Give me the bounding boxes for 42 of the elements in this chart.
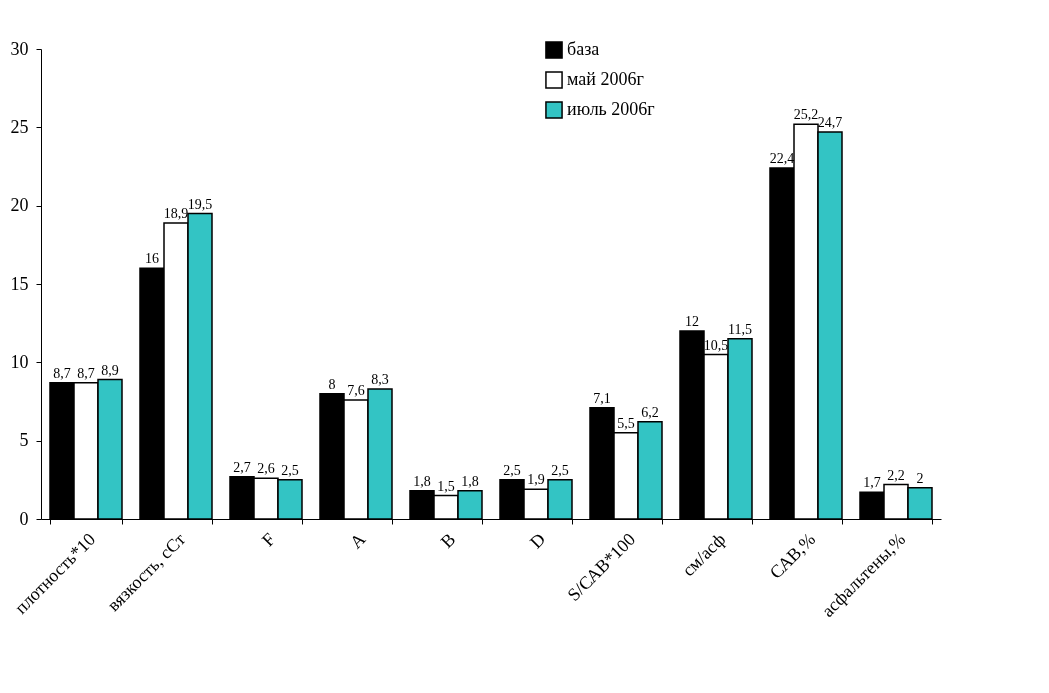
data-label: 8,3 xyxy=(371,371,389,387)
y-tick-label: 5 xyxy=(19,430,29,451)
data-label: 2,6 xyxy=(257,461,275,477)
data-label: 11,5 xyxy=(728,321,752,337)
data-label: 7,1 xyxy=(593,390,611,406)
legend-label: база xyxy=(567,39,600,59)
data-label: 8 xyxy=(328,376,336,392)
data-label: 2,5 xyxy=(503,462,521,478)
data-label: 1,5 xyxy=(437,478,455,494)
data-label: 2 xyxy=(916,470,924,486)
y-tick-label: 10 xyxy=(10,351,29,372)
y-tick-label: 25 xyxy=(10,116,29,137)
data-label: 1,9 xyxy=(527,472,545,488)
data-label: 24,7 xyxy=(817,115,843,131)
data-label: 8,9 xyxy=(101,362,119,378)
data-label: 7,6 xyxy=(347,382,365,398)
data-label: 19,5 xyxy=(187,196,213,212)
data-label: 2,5 xyxy=(281,462,299,478)
legend-label: июль 2006г xyxy=(567,99,655,119)
data-label: 12 xyxy=(685,314,699,329)
data-label: 1,8 xyxy=(461,473,479,489)
x-tick-label: F xyxy=(258,529,280,551)
x-tick-label: B xyxy=(436,529,460,552)
legend-label: май 2006г xyxy=(567,69,644,89)
data-label: 2,7 xyxy=(233,459,251,475)
data-label: 8,7 xyxy=(77,365,95,381)
y-tick-label: 15 xyxy=(10,273,29,294)
data-label: 2,5 xyxy=(551,462,569,478)
data-label: 1,7 xyxy=(863,475,881,491)
data-label: 5,5 xyxy=(617,415,635,431)
data-label: 6,2 xyxy=(641,404,659,420)
data-label: 1,8 xyxy=(413,473,431,489)
x-tick-label: A xyxy=(345,529,370,553)
data-label: 2,2 xyxy=(887,467,905,483)
data-label: 8,7 xyxy=(53,365,71,381)
y-tick-label: 30 xyxy=(10,38,29,59)
data-label: 25,2 xyxy=(793,107,819,123)
data-label: 18,9 xyxy=(163,205,189,221)
x-tick-label: D xyxy=(525,529,550,553)
y-tick-label: 20 xyxy=(10,195,29,216)
data-label: 16 xyxy=(145,251,159,267)
y-tick-label: 0 xyxy=(19,508,29,529)
